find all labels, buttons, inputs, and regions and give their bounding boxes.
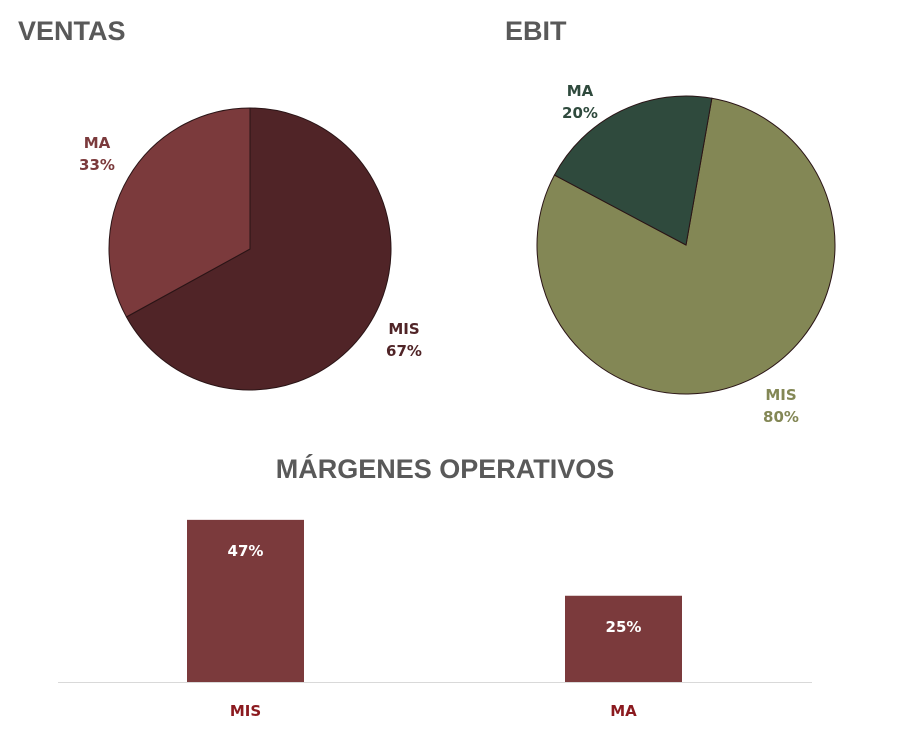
- margenes-bar-chart: 47% MIS 25% MA: [58, 519, 812, 720]
- slice-label: MIS: [765, 386, 796, 404]
- ventas-title: VENTAS: [18, 16, 126, 46]
- ventas-pie: MIS 67% MA 33%: [79, 107, 422, 391]
- slice-value-label: 80%: [763, 408, 799, 426]
- pie-slice-mis: [536, 97, 836, 395]
- slice-value-label: 20%: [562, 104, 598, 122]
- bar-ma: [565, 595, 682, 682]
- slice-label: MA: [567, 82, 594, 100]
- slice-label: MIS: [388, 320, 419, 338]
- slice-label: MA: [84, 134, 111, 152]
- bar-mis: [187, 519, 304, 682]
- x-tick-label: MA: [610, 702, 637, 720]
- slice-value-label: 67%: [386, 342, 422, 360]
- ebit-title: EBIT: [505, 16, 567, 46]
- pie-slice-ma: [553, 95, 713, 246]
- slice-value-label: 33%: [79, 156, 115, 174]
- pie-slice-ma: [108, 107, 251, 318]
- x-tick-label: MIS: [230, 702, 261, 720]
- pie-slice-mis: [125, 107, 392, 391]
- ebit-pie: MIS 80% MA 20%: [536, 82, 836, 426]
- bar-value-label: 47%: [228, 542, 264, 560]
- margenes-title: MÁRGENES OPERATIVOS: [276, 453, 615, 484]
- bar-value-label: 25%: [606, 618, 642, 636]
